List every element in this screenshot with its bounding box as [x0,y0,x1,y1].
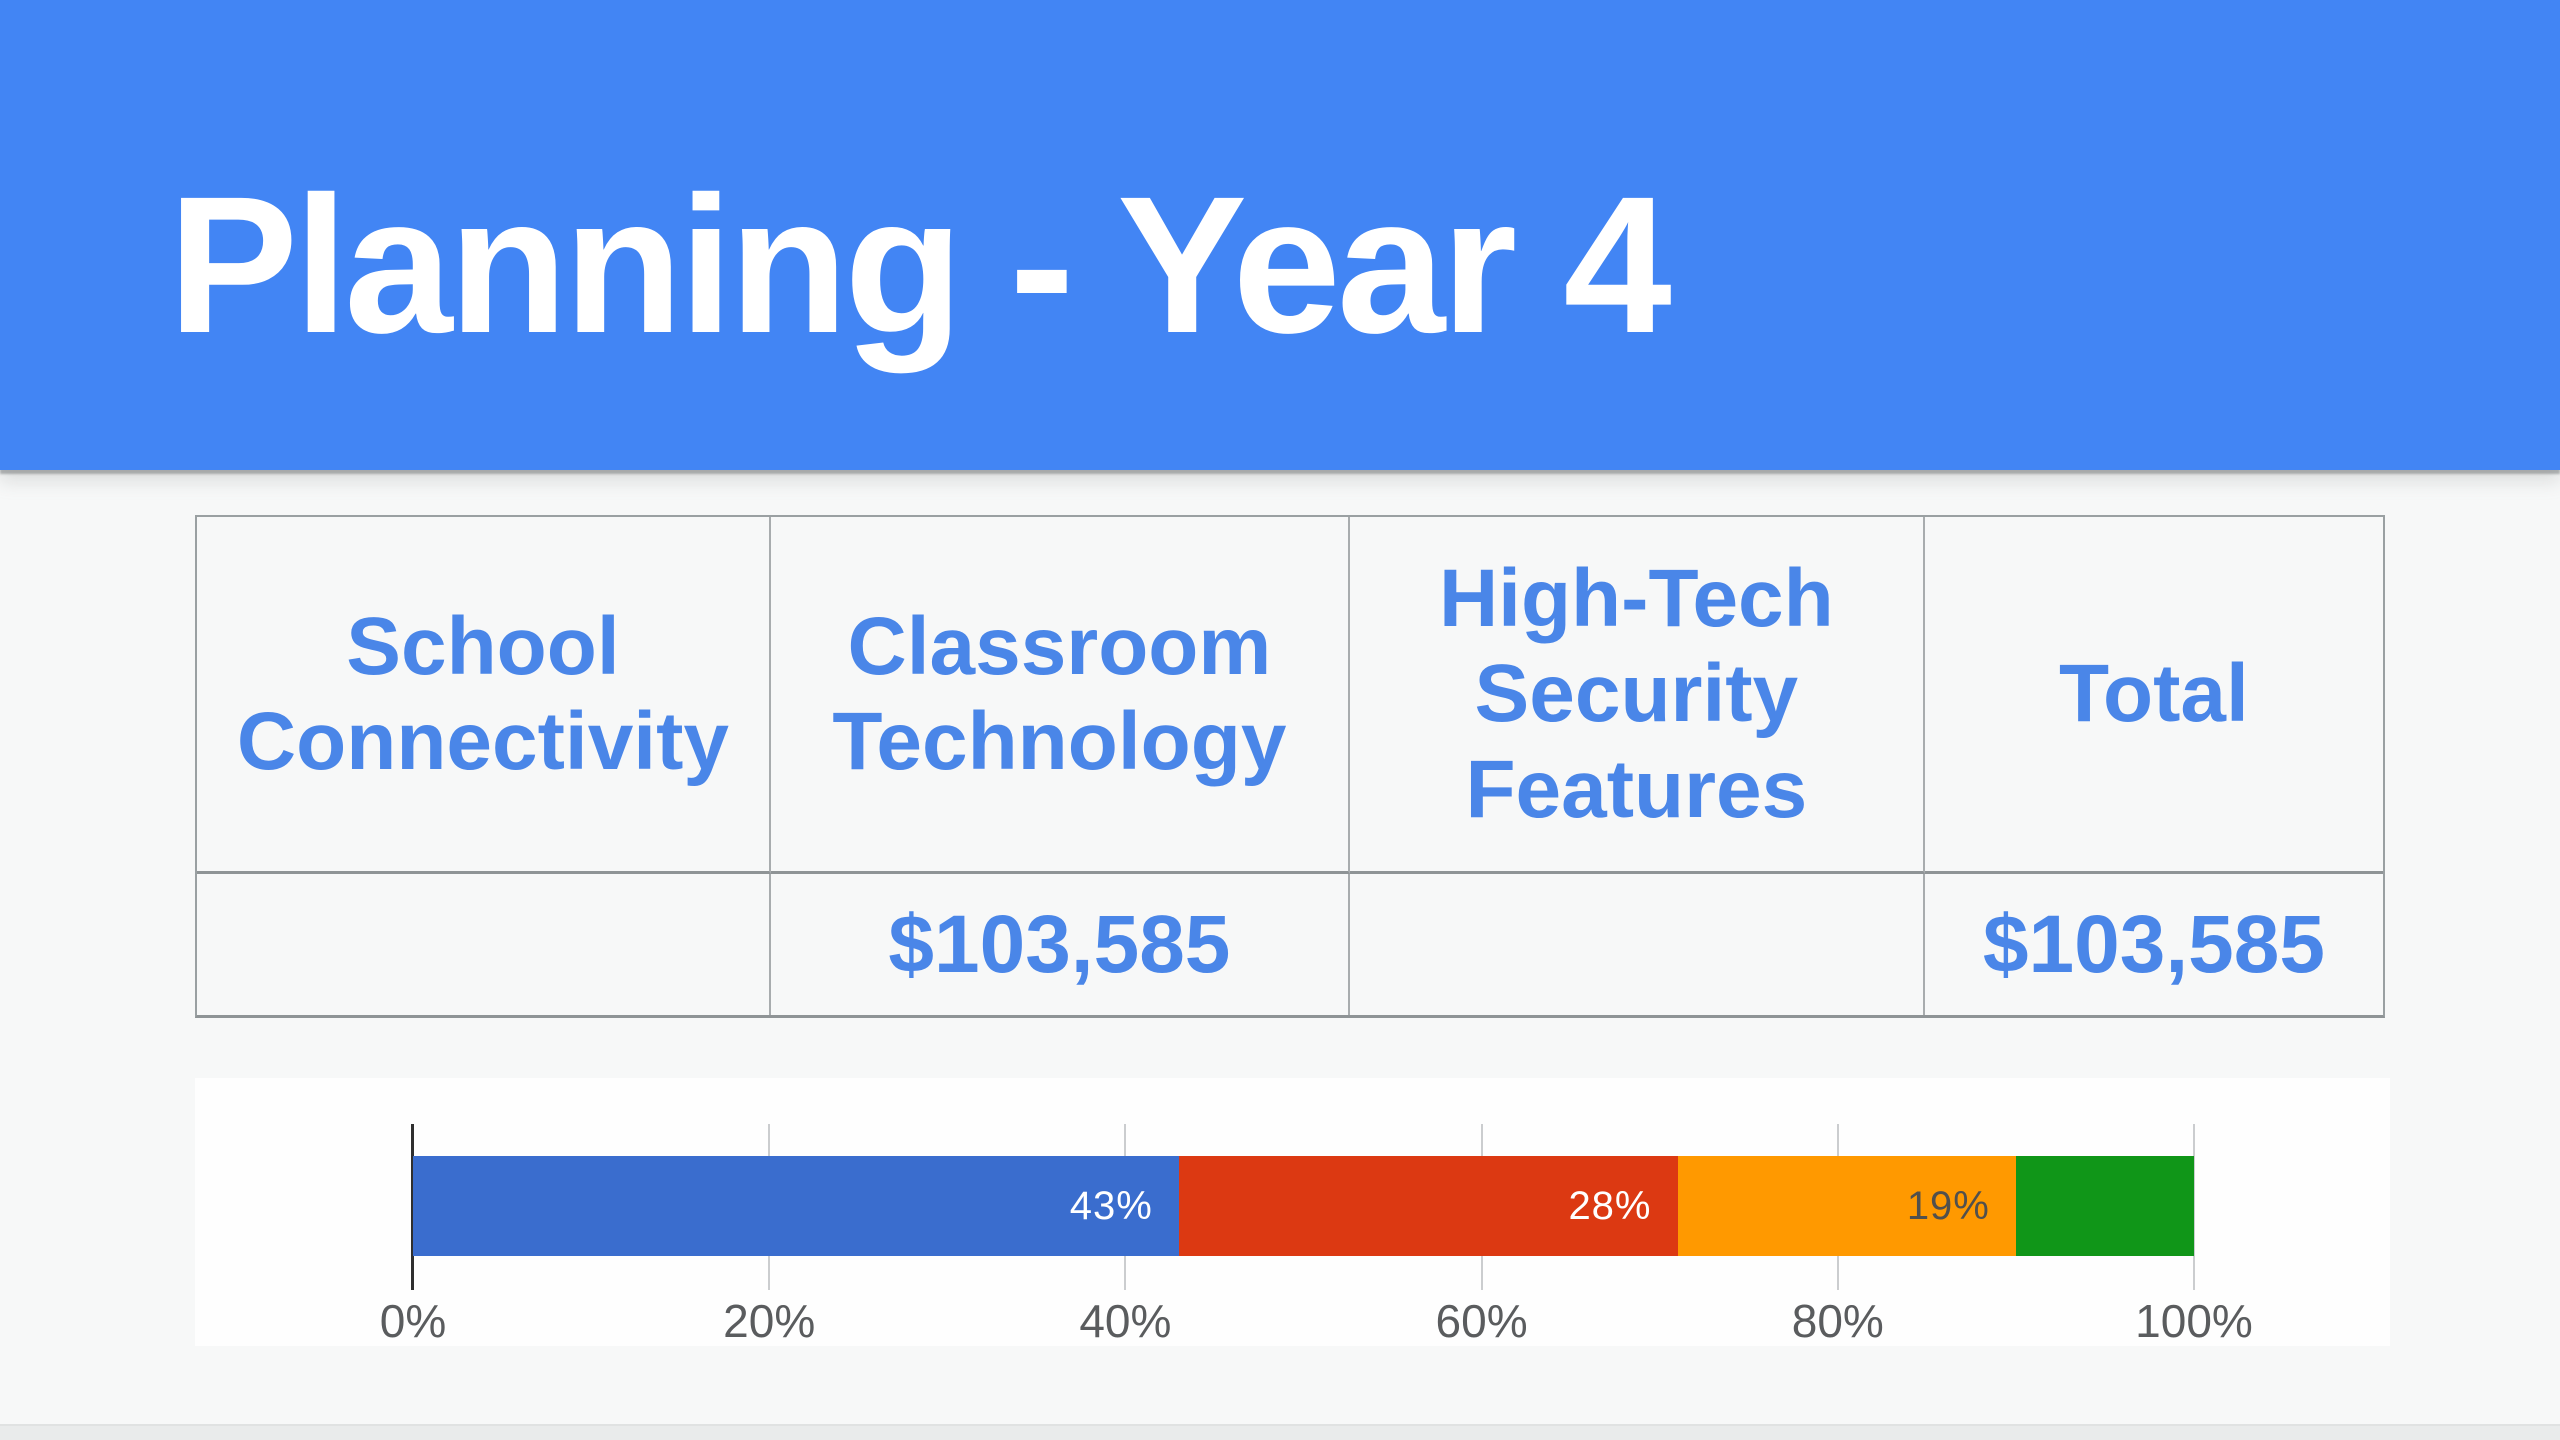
x-tick-label-20%: 20% [723,1295,816,1347]
title-banner: Planning - Year 4 [0,0,2560,470]
gridline-100% [2193,1124,2195,1290]
table-header-col-1: School Connectivity [197,517,771,874]
table-cell-col-1 [197,874,771,1015]
bar-segment-3: 19% [1677,1156,2016,1256]
bar-segment-4 [2015,1156,2194,1256]
bar-segment-2: 28% [1178,1156,1678,1256]
x-tick-label-60%: 60% [1435,1295,1528,1347]
table-cell-col-4: $103,585 [1982,898,2325,990]
slide-title: Planning - Year 4 [168,156,1672,374]
x-tick-label-0%: 0% [379,1295,447,1347]
table-cell-col-3 [1350,874,1925,1015]
x-tick-label-80%: 80% [1791,1295,1884,1347]
y-axis-baseline [411,1124,414,1290]
slide-bottom-edge [0,1424,2560,1440]
table-header-col-4: Total [1924,517,2383,874]
x-tick-label-40%: 40% [1079,1295,1172,1347]
stacked-bar: 43% 28% 19% [413,1156,2194,1256]
table-cell-col-2: $103,585 [771,874,1350,1015]
budget-table: School Connectivity Classroom Technology H… [195,515,2385,1018]
bar-segment-1: 43% [413,1156,1179,1256]
table-header-col-3: High-Tech Security Features [1349,517,1925,874]
bar-segment-label: 28% [1568,1183,1652,1228]
table-header-col-2: Classroom Technology [770,517,1350,874]
bar-segment-label: 19% [1906,1183,1990,1228]
budget-chart-panel: 0% 20% 40% 60% 80% 100% 43% 28% 19% [195,1078,2390,1347]
bar-segment-label: 43% [1069,1183,1153,1228]
x-tick-label-100%: 100% [2135,1295,2253,1347]
